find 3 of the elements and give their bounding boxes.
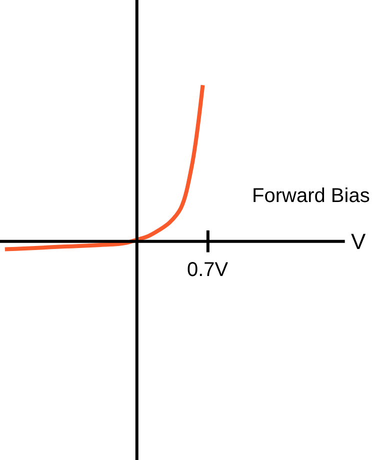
text: 0.7V [187, 259, 229, 281]
annotation: Forward Bias [252, 185, 370, 207]
x-axis-title: V [351, 229, 366, 254]
